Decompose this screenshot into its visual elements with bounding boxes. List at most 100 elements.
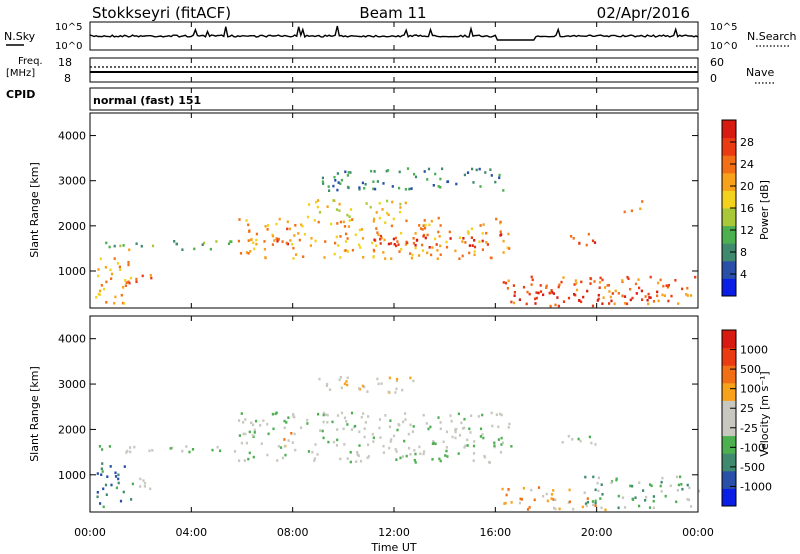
power-cell [104, 266, 107, 269]
velocity-cell [185, 445, 188, 448]
velocity-cell [472, 444, 476, 448]
velocity-cell [142, 479, 145, 482]
power-cell [625, 302, 629, 306]
power-cell [95, 296, 98, 299]
power-cell [661, 293, 664, 297]
velocity-cell [343, 382, 346, 386]
velocity-cell [470, 414, 473, 417]
power-cell [539, 284, 542, 287]
power-cell [288, 227, 291, 231]
velocity-cell [114, 475, 118, 478]
power-cell [441, 167, 444, 171]
freq-label: Freq. [18, 56, 43, 67]
power-cell [449, 237, 452, 240]
power-cell [336, 222, 339, 225]
power-cell [663, 294, 666, 297]
velocity-cell [422, 452, 425, 456]
velocity-cell [336, 438, 339, 442]
power-cell [397, 243, 400, 246]
power-cell [390, 257, 393, 260]
power-cell [490, 174, 493, 177]
velocity-cell [409, 453, 412, 456]
velocity-cell [326, 421, 329, 424]
velocity-cell [248, 451, 251, 455]
velocity-cell [321, 429, 324, 433]
power-cell [630, 209, 633, 213]
velocity-cell [468, 427, 471, 431]
velocity-cell [686, 483, 689, 487]
power-cell [313, 219, 316, 222]
power-cell [345, 232, 348, 236]
velocity-colorbar-swatch [722, 470, 736, 489]
power-cell [98, 293, 101, 296]
power-colorbar-swatch [722, 243, 736, 262]
power-cell [395, 244, 398, 248]
velocity-cell [149, 487, 152, 491]
power-cell [310, 237, 313, 240]
velocity-cell [281, 456, 285, 460]
velocity-cell [367, 443, 370, 446]
power-cell [418, 224, 421, 227]
velocity-cell [104, 483, 108, 487]
velocity-cell [680, 483, 683, 486]
velocity-cell [439, 427, 442, 431]
velocity-cell [294, 448, 297, 452]
velocity-cell [115, 486, 118, 490]
power-cell [277, 237, 280, 241]
power-cell [560, 280, 563, 284]
velocity-cell [477, 415, 480, 418]
velocity-cell [472, 452, 476, 455]
power-cell [638, 286, 641, 290]
velocity-cell [378, 418, 382, 421]
velocity-cell [366, 390, 369, 393]
velocity-colorbar-swatch [722, 488, 736, 507]
velocity-cell [458, 434, 462, 437]
velocity-cell [355, 460, 358, 463]
velocity-cell [188, 450, 191, 454]
velocity-cell [380, 382, 383, 385]
velocity-cell [601, 493, 604, 496]
power-cell [648, 296, 651, 299]
velocity-cell [697, 489, 701, 493]
power-cell [344, 249, 347, 252]
velocity-cell [572, 507, 575, 511]
velocity-cell [588, 435, 591, 439]
power-colorbar-swatch [722, 137, 736, 156]
power-cell [209, 247, 212, 251]
power-cell [201, 243, 204, 246]
power-cell [467, 232, 470, 235]
velocity-cell [346, 376, 349, 380]
power-cell [346, 237, 349, 240]
velocity-cell [322, 411, 325, 415]
power-cell [135, 242, 138, 245]
velocity-cell [409, 423, 412, 427]
power-cell [674, 279, 677, 282]
velocity-cell [590, 441, 593, 445]
power-cell [359, 246, 362, 249]
velocity-cell [122, 490, 125, 494]
power-cell [321, 176, 324, 180]
velocity-cell [364, 421, 367, 424]
power-cell [458, 236, 461, 240]
velocity-cell [394, 448, 397, 451]
power-cell [448, 230, 451, 234]
power-cell [375, 227, 378, 230]
power-colorbar-tick-label: 20 [740, 180, 754, 193]
power-cell [110, 277, 113, 280]
nsky-panel: N.Sky 10^5 10^0 10^5 10^0 N.Search [4, 21, 797, 52]
velocity-cell [445, 430, 448, 434]
velocity-cell [389, 440, 392, 443]
power-colorbar-label: Power [dB] [758, 180, 771, 240]
velocity-cell [382, 451, 385, 454]
velocity-cell [507, 488, 510, 491]
velocity-cell [675, 500, 678, 504]
velocity-cell [615, 478, 618, 482]
power-cell [363, 187, 366, 190]
velocity-cell [552, 498, 555, 501]
velocity-cell [253, 428, 256, 432]
power-cell [378, 216, 381, 220]
power-cell [385, 169, 388, 173]
velocity-cell [358, 444, 361, 447]
velocity-cell [439, 421, 442, 424]
